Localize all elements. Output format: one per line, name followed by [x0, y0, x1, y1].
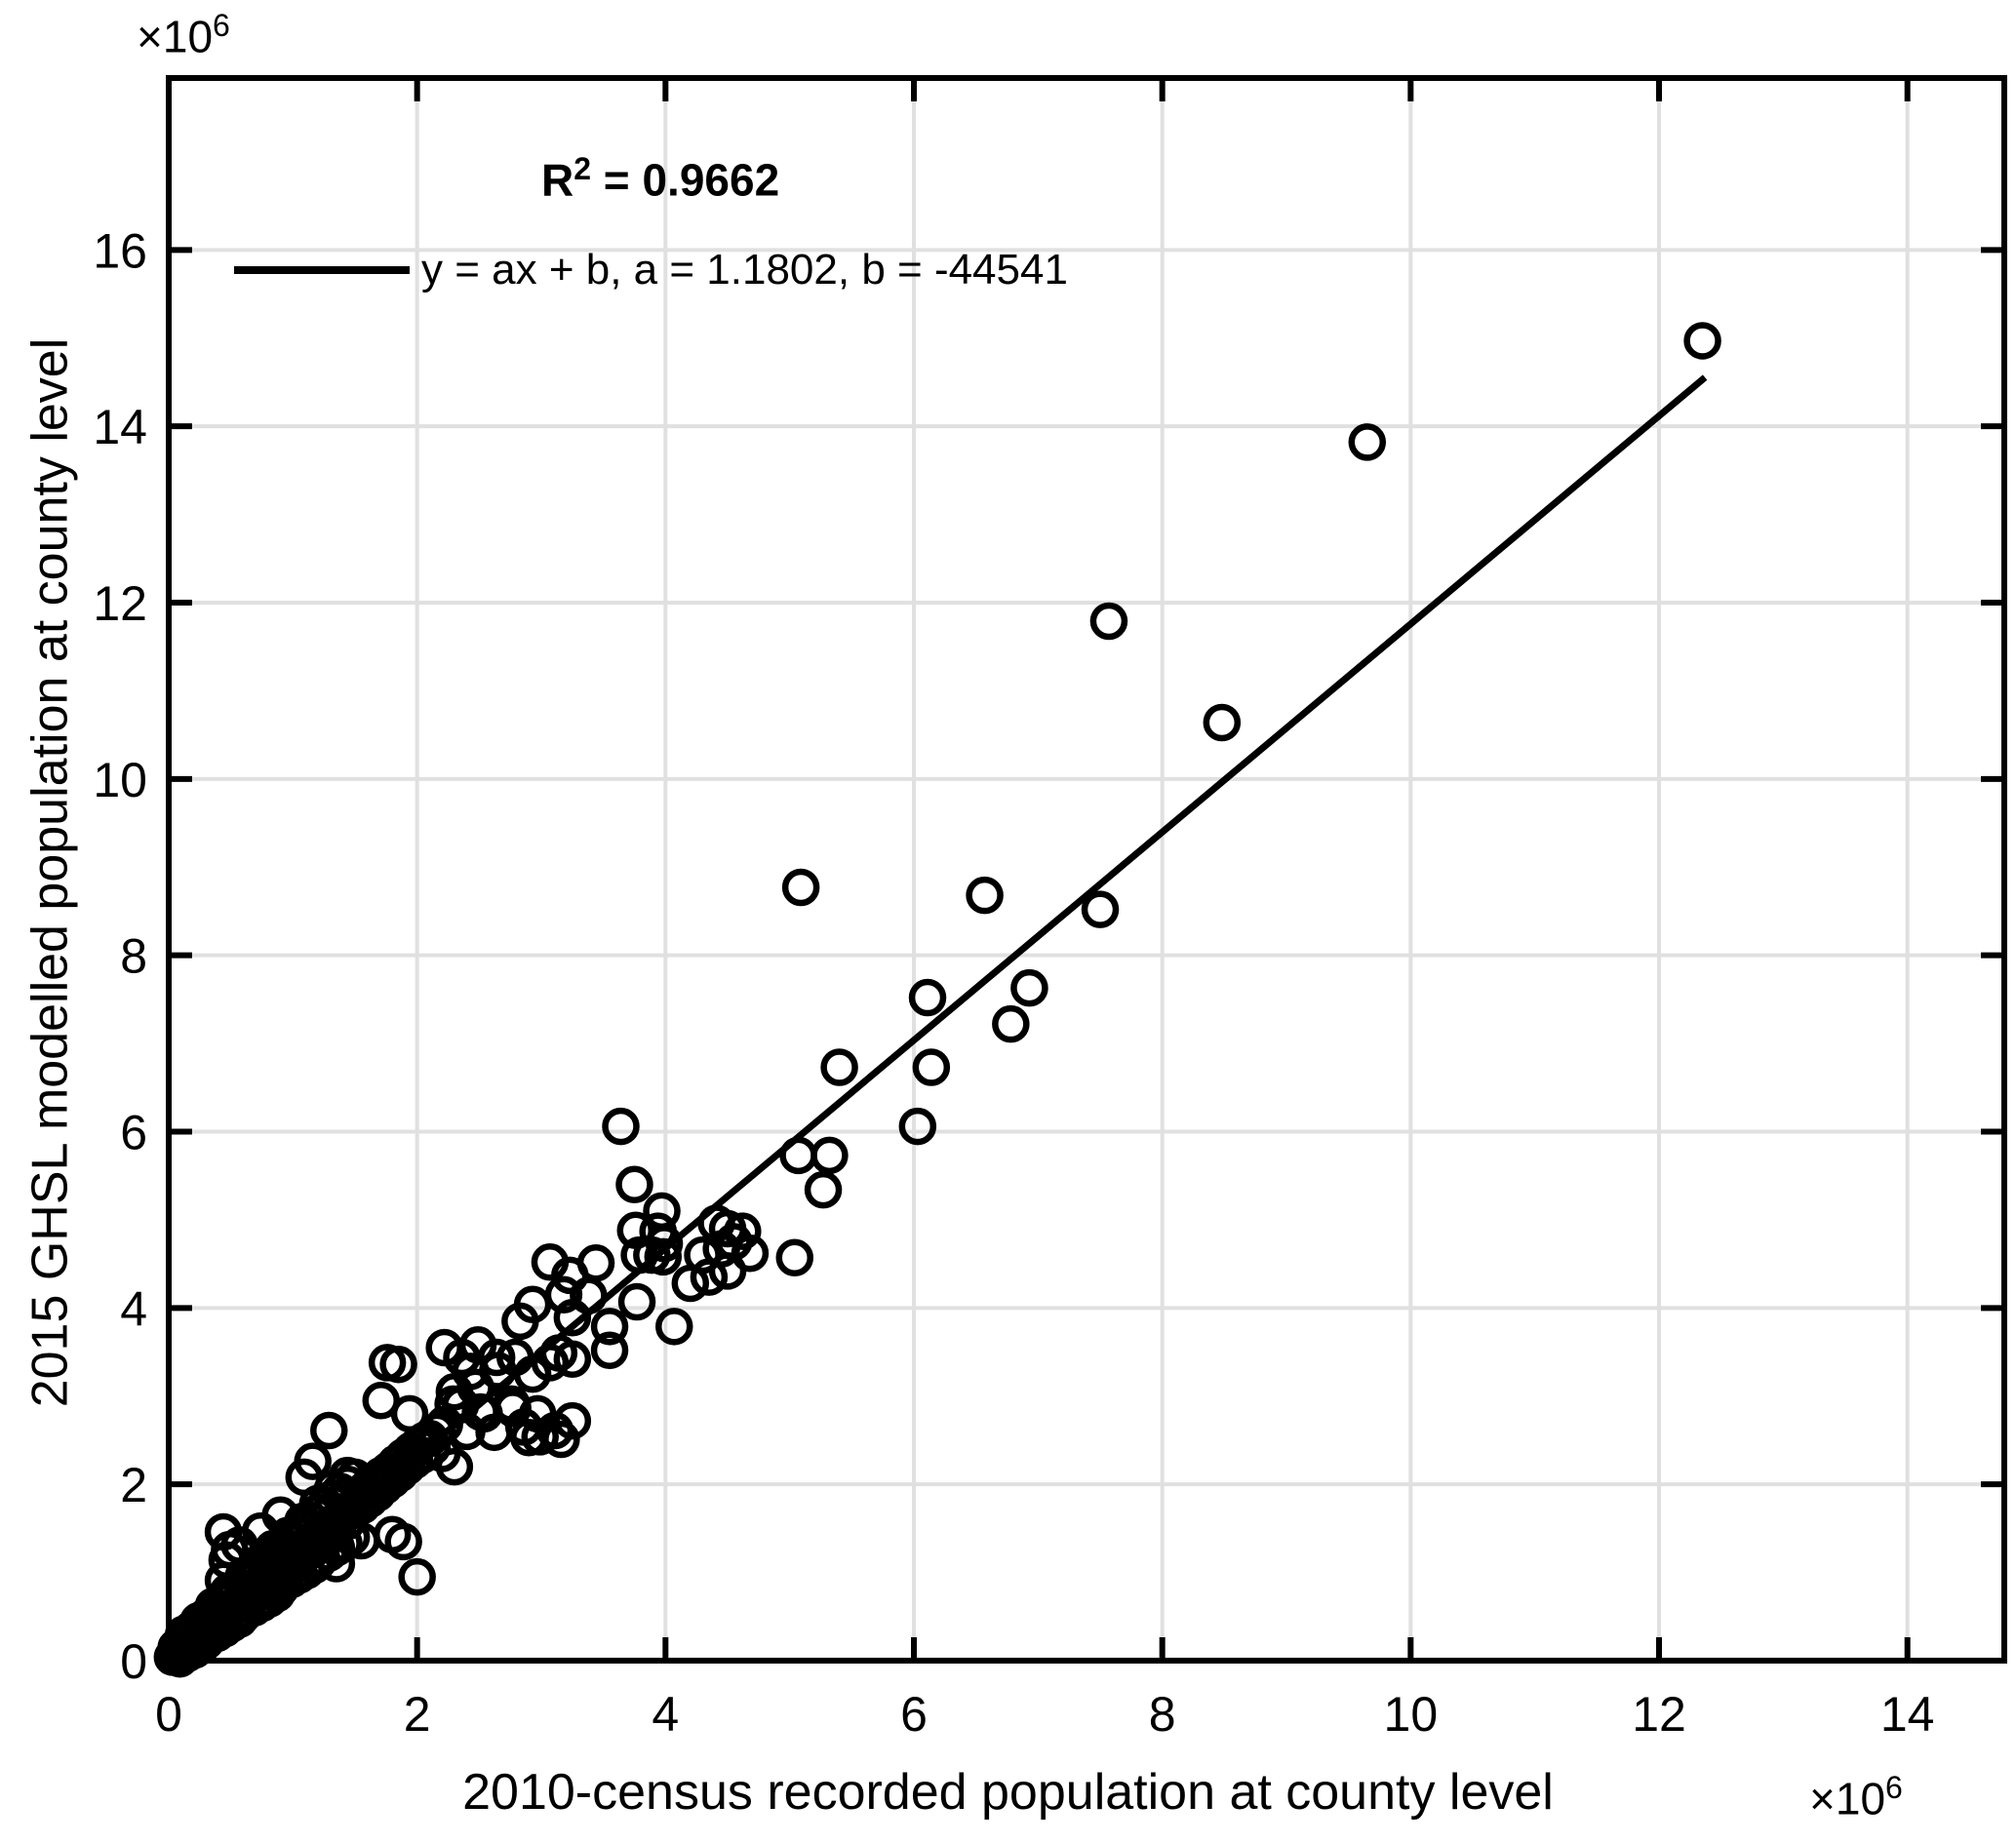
- y-tick-label: 4: [120, 1281, 147, 1336]
- data-point: [804, 1170, 843, 1209]
- data-point: [217, 1595, 256, 1634]
- data-point: [898, 1107, 937, 1146]
- x-tick-label: 14: [1880, 1687, 1935, 1742]
- data-point: [398, 1557, 436, 1596]
- data-point: [820, 1048, 858, 1086]
- x-axis-title: 2010-census recorded population at count…: [462, 1764, 1554, 1821]
- data-point: [602, 1107, 640, 1146]
- data-point: [384, 1522, 422, 1561]
- data-point: [912, 1048, 951, 1086]
- x-tick-label: 6: [900, 1687, 928, 1742]
- data-point: [1348, 423, 1387, 461]
- data-point: [1683, 322, 1721, 360]
- x-tick-label: 4: [652, 1687, 679, 1742]
- data-point: [655, 1308, 693, 1346]
- fit-line-layer: [173, 374, 1708, 1663]
- x-tick-label: 8: [1149, 1687, 1176, 1742]
- legend: y = ax + b, a = 1.1802, b = -44541: [234, 246, 1068, 294]
- data-point: [708, 1252, 747, 1290]
- y-tick-label: 12: [93, 576, 147, 631]
- data-point: [553, 1401, 592, 1440]
- y-axis-title: 2015 GHSL modelled population at county …: [21, 337, 79, 1408]
- data-point: [551, 1256, 589, 1295]
- y-tick-label: 0: [120, 1634, 147, 1689]
- y-tick-label: 14: [93, 400, 147, 454]
- data-point: [590, 1308, 629, 1346]
- r-squared-annotation: R2 = 0.9662: [541, 151, 780, 206]
- data-point: [992, 1004, 1030, 1043]
- scatter-points-layer: [153, 322, 1721, 1678]
- y-tick-label: 10: [93, 753, 147, 807]
- data-point: [310, 1411, 348, 1450]
- y-tick-label: 6: [120, 1105, 147, 1159]
- data-point: [690, 1258, 729, 1296]
- data-point: [908, 978, 947, 1017]
- x-tick-label: 12: [1632, 1687, 1686, 1742]
- data-point: [329, 1502, 367, 1541]
- data-point: [329, 1456, 367, 1495]
- data-point: [615, 1165, 653, 1203]
- y-tick-label: 8: [120, 929, 147, 984]
- data-point: [475, 1413, 513, 1452]
- y-axis-exponent-label: ×106: [137, 8, 230, 62]
- tick-label-layer: 0 2 4 6 8 10 12 14 0 2 4 6 8 10 12 14 16: [93, 223, 1934, 1742]
- regression-fit-line: [173, 374, 1708, 1663]
- data-point: [553, 1340, 592, 1379]
- data-point: [1089, 602, 1128, 641]
- data-point: [379, 1345, 417, 1384]
- data-point: [644, 1237, 683, 1276]
- data-point: [1081, 890, 1120, 928]
- data-point: [617, 1282, 656, 1321]
- y-tick-label: 16: [93, 223, 147, 278]
- data-point: [708, 1209, 747, 1248]
- x-tick-label: 0: [155, 1687, 182, 1742]
- data-point: [1010, 968, 1048, 1007]
- data-point: [1203, 703, 1242, 742]
- x-tick-label: 10: [1384, 1687, 1439, 1742]
- x-axis-exponent-label: ×106: [1809, 1770, 1903, 1824]
- y-tick-label: 2: [120, 1458, 147, 1512]
- data-point: [781, 868, 820, 907]
- legend-entry-label: y = ax + b, a = 1.1802, b = -44541: [421, 246, 1068, 294]
- data-point: [966, 876, 1004, 915]
- plot-box-border: [166, 75, 2007, 1664]
- grid-layer: [169, 78, 2004, 1661]
- data-point: [590, 1331, 629, 1369]
- data-point: [810, 1136, 849, 1175]
- legend-fit-line-sample: [234, 266, 410, 274]
- x-tick-label: 2: [404, 1687, 431, 1742]
- data-point: [671, 1264, 710, 1303]
- data-point: [775, 1238, 814, 1277]
- data-point: [501, 1302, 539, 1341]
- data-point: [494, 1390, 532, 1428]
- axes-layer: [166, 75, 2007, 1664]
